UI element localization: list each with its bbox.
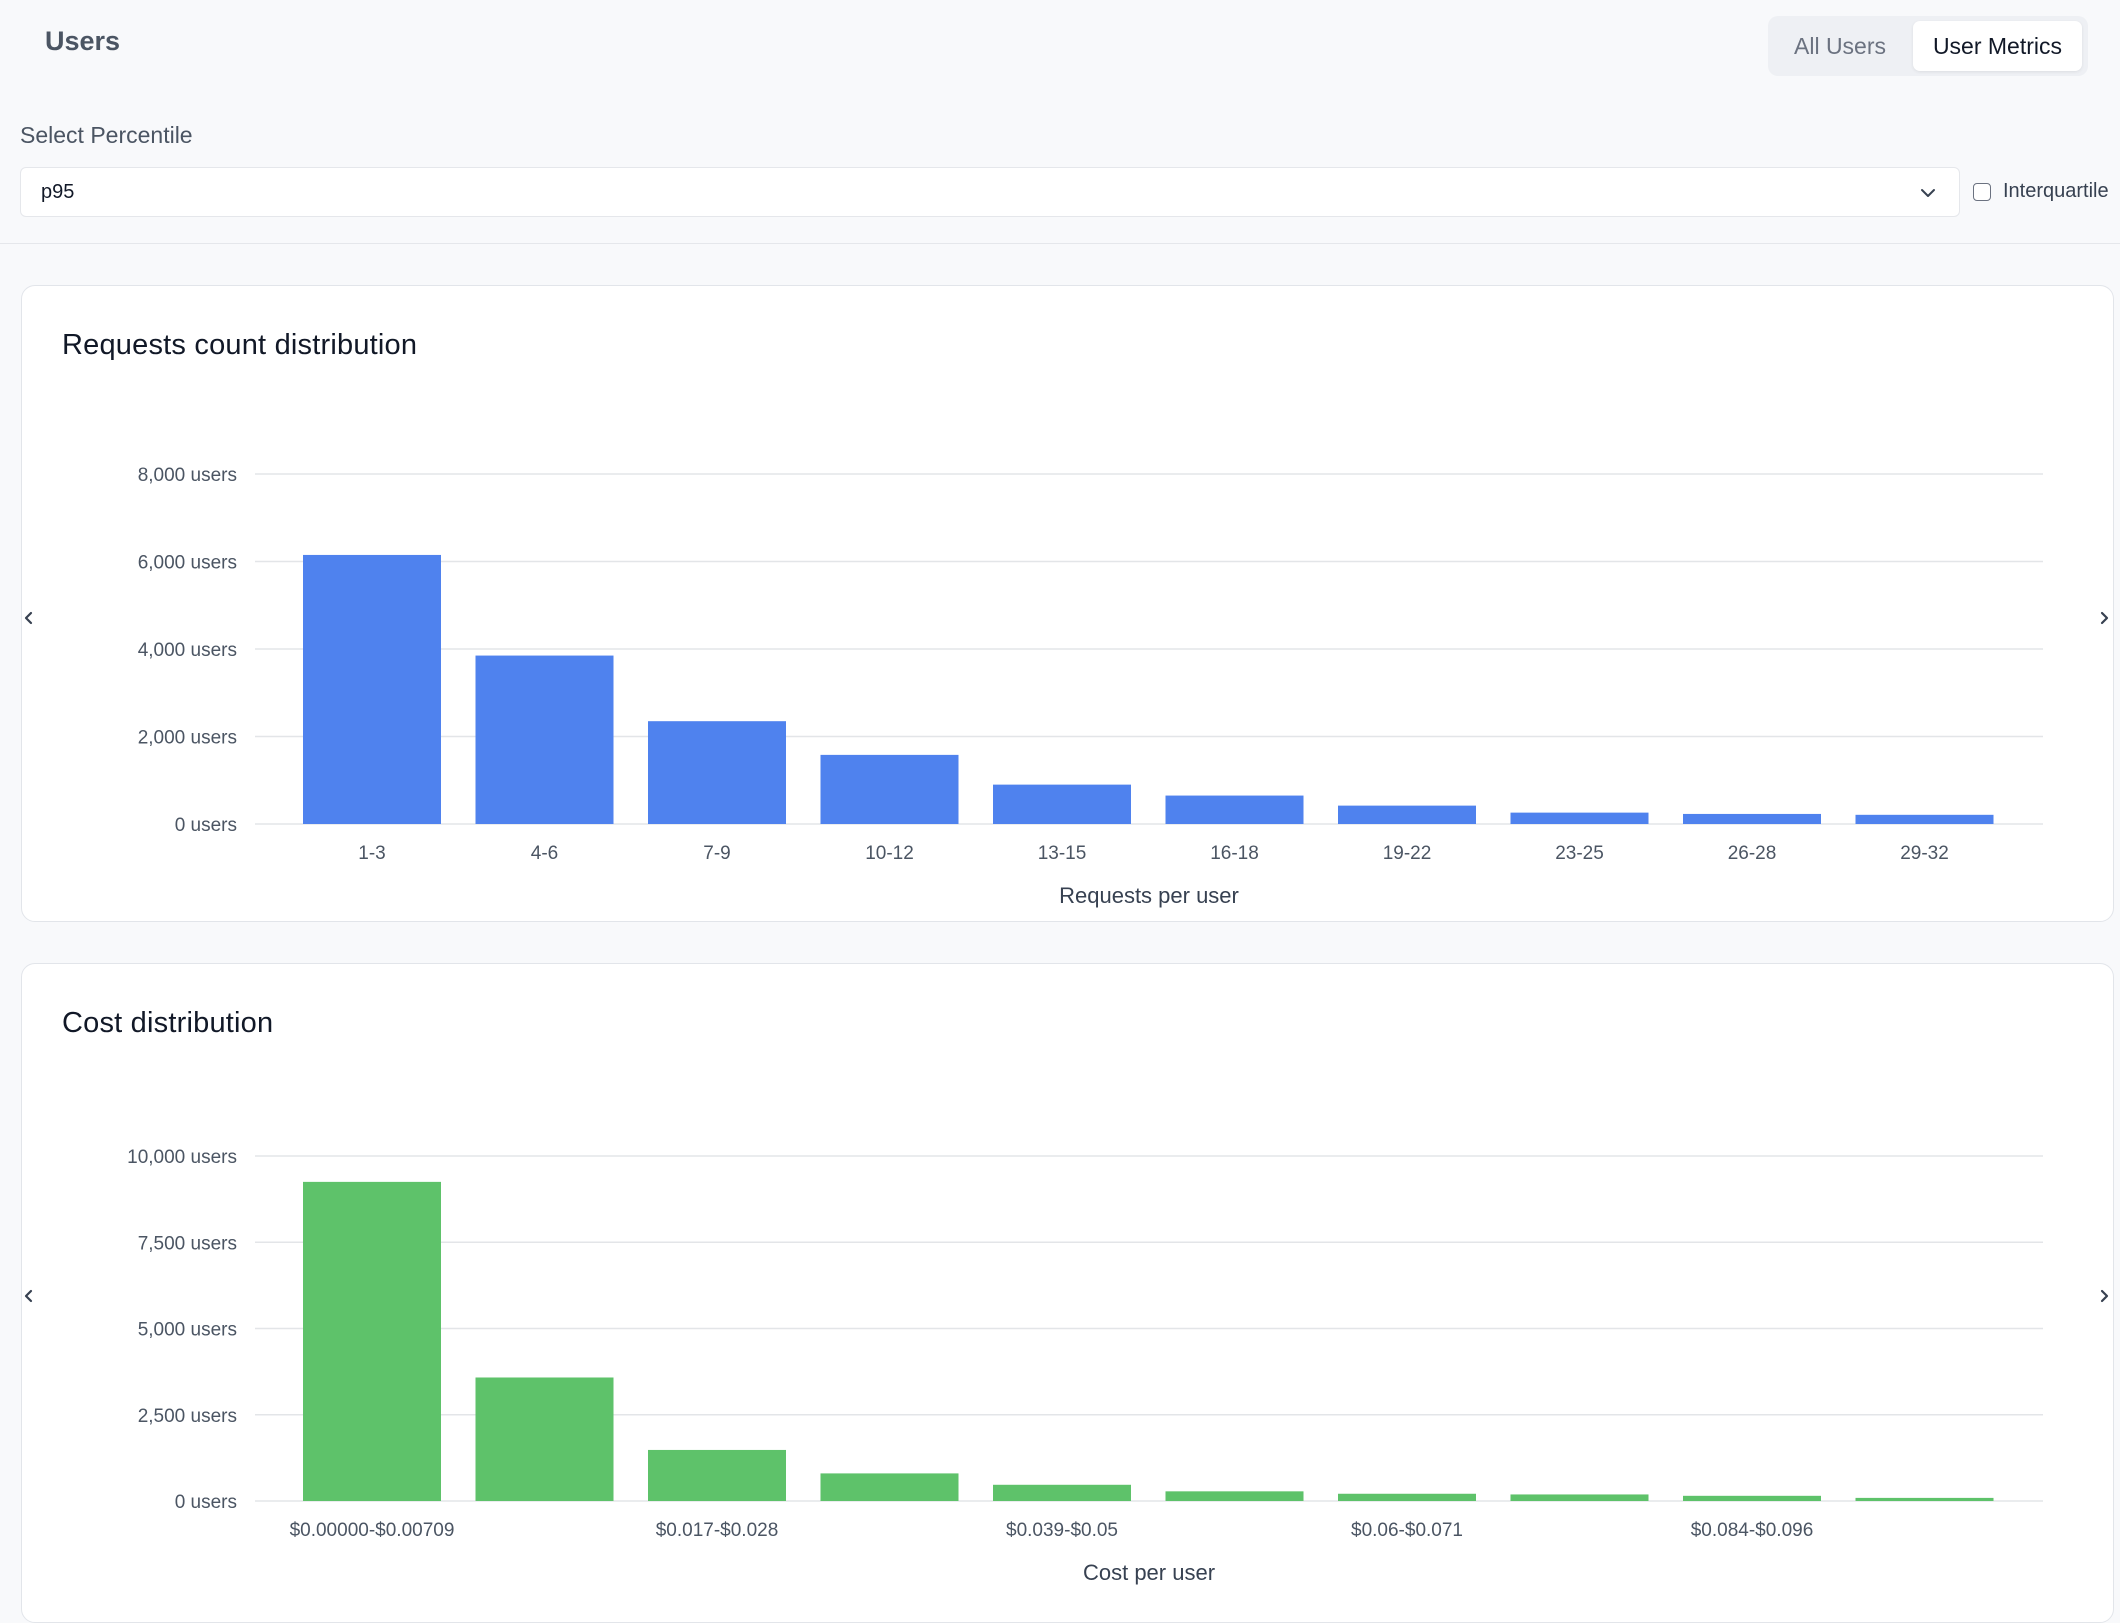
percentile-select-value: p95 [41,181,75,203]
y-tick-label: 5,000 users [138,1320,237,1341]
bar[interactable] [303,1181,441,1501]
bar[interactable] [648,1449,786,1501]
tab-all-users[interactable]: All Users [1794,32,1887,59]
x-tick-label: 7-9 [703,843,730,864]
bar[interactable] [475,655,614,824]
x-tick-label: 13-15 [1038,843,1087,864]
interquartile-label: Interquartile [2003,180,2109,202]
cost-distribution-card: Cost distribution 0 users 2,500 users 5,00… [21,963,2114,1623]
bar[interactable] [1165,1491,1304,1501]
y-tick-label: 2,500 users [138,1406,237,1427]
percentile-label: Select Percentile [20,122,193,148]
page-title: Users [45,26,121,56]
bar[interactable] [1510,812,1649,824]
y-tick-label: 6,000 users [138,553,237,574]
x-tick-label: 16-18 [1210,843,1259,864]
top-bar: Users All Users User Metrics [0,0,2120,90]
chevron-left-icon[interactable] [22,1287,36,1305]
x-tick-label: 23-25 [1555,843,1604,864]
chevron-right-icon[interactable] [2097,609,2111,627]
x-tick-label: $0.017-$0.028 [656,1520,779,1541]
bar[interactable] [303,554,441,824]
interquartile-checkbox[interactable] [1973,182,1991,201]
y-tick-label: 4,000 users [138,640,237,661]
cost-chart: 0 users 2,500 users 5,000 users 7,500 users… [127,1147,2043,1585]
bar[interactable] [993,1484,1131,1501]
bar[interactable] [1338,1493,1476,1501]
x-tick-label: 1-3 [358,843,385,864]
tab-user-metrics[interactable]: User Metrics [1912,21,2082,71]
percentile-select[interactable]: p95 [20,167,1960,217]
bar[interactable] [1683,1495,1821,1501]
bar[interactable] [1165,795,1304,824]
x-tick-label: $0.00000-$0.00709 [290,1520,455,1541]
y-tick-label: 10,000 users [127,1147,237,1168]
chevron-left-icon[interactable] [22,609,36,627]
view-tabs: All Users User Metrics [1768,16,2088,76]
card-title: Cost distribution [62,1007,274,1039]
y-tick-label: 0 users [175,815,237,836]
x-tick-label: 19-22 [1383,843,1432,864]
bar[interactable] [648,721,786,824]
bar[interactable] [1683,813,1821,824]
y-tick-label: 0 users [175,1492,237,1513]
bar[interactable] [820,754,959,824]
x-tick-label: 29-32 [1900,843,1949,864]
x-axis-title: Cost per user [1083,1560,1215,1585]
bar[interactable] [820,1473,959,1501]
bar[interactable] [1855,814,1994,824]
bar[interactable] [1510,1494,1649,1501]
chevron-right-icon[interactable] [2097,1287,2111,1305]
x-tick-label: $0.06-$0.071 [1351,1520,1463,1541]
interquartile-toggle[interactable]: Interquartile [1973,180,2109,203]
requests-distribution-card: Requests count distribution 0 users 2,000… [21,285,2114,922]
bar[interactable] [1338,805,1476,824]
bar[interactable] [993,784,1131,824]
card-title: Requests count distribution [62,329,418,361]
bar[interactable] [475,1377,614,1501]
x-tick-label: $0.084-$0.096 [1691,1520,1814,1541]
header-divider [0,243,2120,244]
y-tick-label: 2,000 users [138,728,237,749]
x-tick-label: 4-6 [531,843,558,864]
y-tick-label: 8,000 users [138,465,237,486]
requests-chart: 0 users 2,000 users 4,000 users 6,000 users… [138,465,2043,908]
y-tick-label: 7,500 users [138,1233,237,1254]
chevron-down-icon [1921,189,1935,197]
x-tick-label: 10-12 [865,843,914,864]
x-axis-title: Requests per user [1059,883,1239,908]
x-tick-label: $0.039-$0.05 [1006,1520,1118,1541]
x-tick-label: 26-28 [1728,843,1777,864]
bar[interactable] [1855,1497,1994,1501]
